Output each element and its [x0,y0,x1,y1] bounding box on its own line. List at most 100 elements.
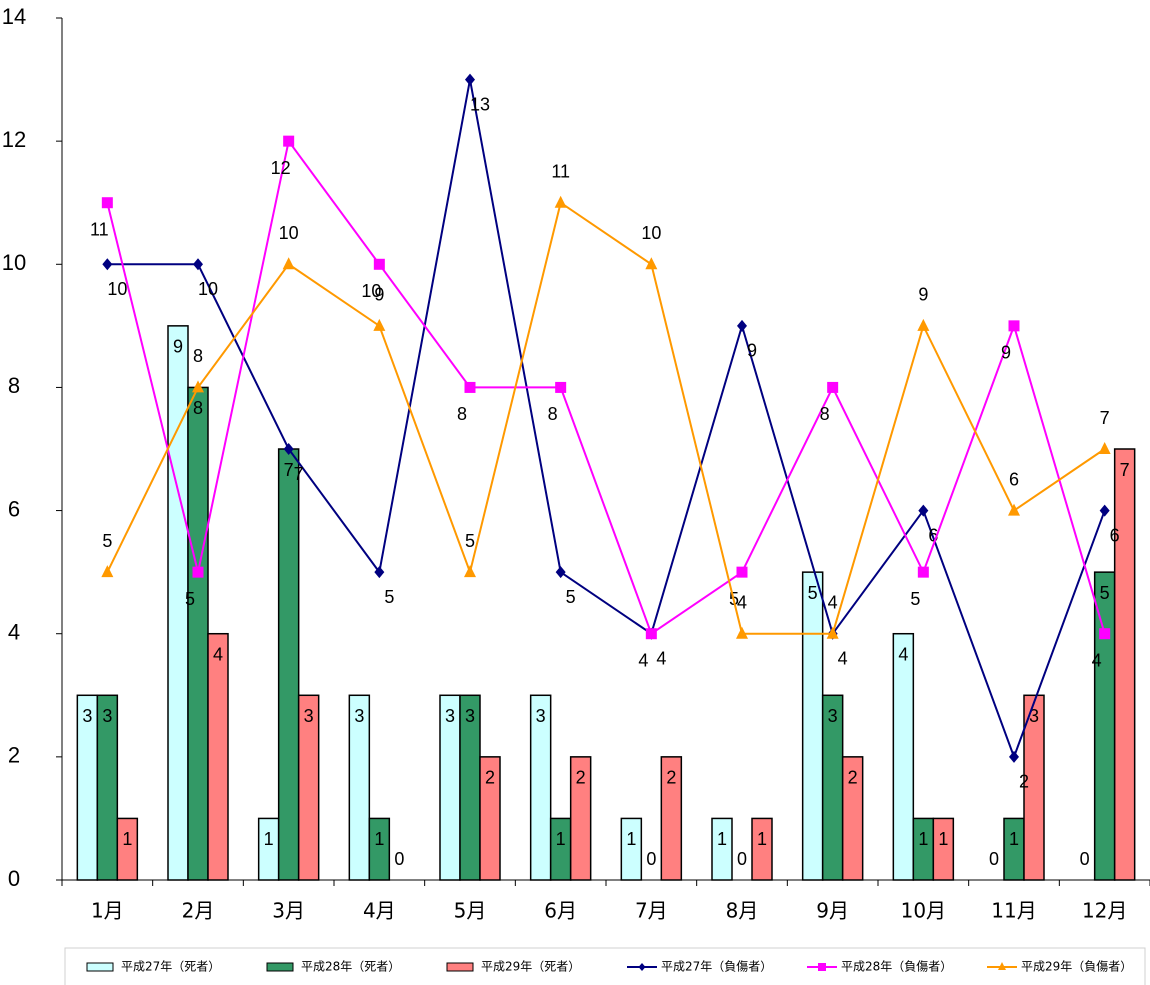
bar-2 [187,386,209,881]
bar-data-label: 3 [1029,706,1039,726]
line-point [373,258,385,270]
bar-3 [297,694,320,881]
line-point [917,318,930,331]
line-data-label: 10 [361,281,381,301]
line-series-1 [107,79,1106,760]
line-data-label: 6 [1009,469,1019,489]
line-data-label: 6 [1110,525,1120,545]
bar-data-label: 1 [757,829,767,849]
bar-data-label: 1 [122,829,132,849]
legend-marker [818,963,826,971]
line-point [918,504,929,517]
line-data-label: 10 [279,223,299,243]
line-point [101,565,114,578]
legend-label: 平成29年（負傷者） [1021,959,1132,974]
bar-data-label: 8 [193,398,203,418]
line-point [555,381,567,393]
bar-1 [801,571,824,881]
line-data-label: 9 [374,285,384,305]
bar-3 [660,756,683,881]
line-point [101,197,113,209]
bar-data-label: 4 [898,644,908,664]
bar-2 [912,817,935,881]
bar-2 [549,817,572,881]
y-tick-label: 6 [8,496,20,521]
bar-data-label: 3 [536,706,546,726]
x-tick-label: 12月 [1082,899,1127,923]
line-point [464,381,476,393]
bar-data-label: 1 [717,829,727,849]
line-point [736,626,748,639]
bar-2 [277,448,300,881]
line-data-label: 6 [928,525,938,545]
x-tick-label: 2月 [182,899,215,923]
line-data-label: 8 [548,404,558,424]
bar-3 [116,817,139,881]
line-point [1099,504,1110,517]
line-data-label: 8 [193,346,203,366]
x-tick-label: 10月 [901,899,946,923]
line-point [192,380,204,393]
line-point [373,318,386,331]
line-point [1009,750,1019,763]
line-point [1008,320,1020,332]
bar-data-label: 3 [354,706,364,726]
line-point [1008,503,1020,516]
bar-3 [207,632,229,881]
bar-1 [892,632,915,881]
line-data-label: 5 [910,589,920,609]
bar-data-label: 5 [808,583,818,603]
line-point [192,566,204,578]
x-tick-label: 1月 [91,899,124,923]
line-data-label: 4 [737,592,747,612]
line-data-label: 10 [107,279,127,299]
line-point [464,565,476,578]
x-tick-label: 7月 [635,899,668,923]
bar-data-label: 3 [82,706,92,726]
bar-2 [1093,571,1116,881]
line-point [102,258,113,271]
line-data-label: 11 [551,161,570,181]
line-data-label: 8 [820,404,830,424]
line-data-label: 4 [828,592,838,612]
bar-data-label: 1 [264,829,274,849]
line-point [917,566,929,578]
line-data-label: 8 [457,404,467,424]
line-data-label: 7 [1100,408,1110,428]
bar-data-label: 5 [1100,583,1110,603]
line-point [555,566,566,579]
line-data-label: 5 [102,531,112,551]
line-data-label: 10 [641,223,661,243]
y-tick-label: 0 [8,866,20,891]
bar-data-label: 0 [989,849,999,869]
line-data-label: 2 [1019,772,1029,792]
bar-data-label: 2 [666,768,676,788]
bar-3 [841,756,864,881]
bar-1 [620,817,643,881]
legend-swatch [86,962,114,972]
bar-3 [932,817,955,881]
bar-3 [1023,694,1045,881]
line-data-label: 4 [1092,650,1102,670]
x-tick-label: 3月 [272,899,305,923]
bar-data-label: 1 [938,829,948,849]
legend-marker [998,962,1006,970]
bar-3 [569,756,592,881]
y-tick-label: 4 [8,620,20,645]
line-point [736,566,748,578]
line-point [645,628,657,640]
bar-2 [368,817,391,881]
line-series-2 [106,138,1106,636]
y-tick-label: 8 [8,373,20,398]
line-data-label: 4 [656,648,666,668]
x-tick-label: 5月 [454,899,487,923]
x-tick-label: 11月 [991,899,1036,923]
line-point [465,73,475,86]
line-data-label: 4 [838,648,848,668]
bar-data-label: 9 [173,337,183,357]
bar-data-label: 1 [374,829,384,849]
line-data-label: 5 [384,587,394,607]
legend-label: 平成27年（負傷者） [661,959,772,974]
line-data-label: 12 [271,158,291,178]
bar-data-label: 2 [848,768,858,788]
